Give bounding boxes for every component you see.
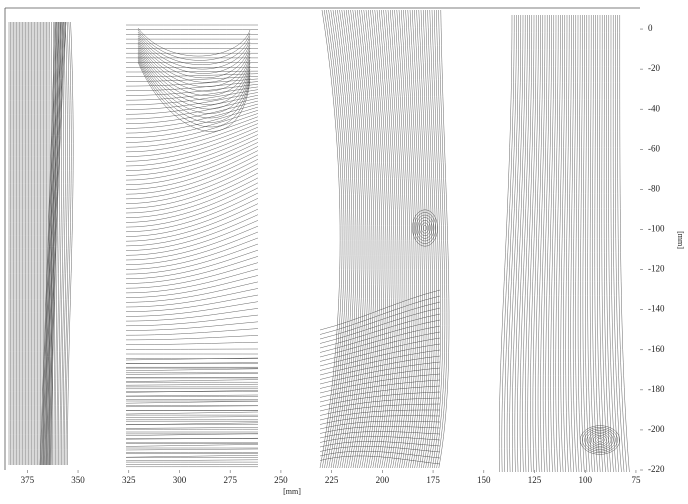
y-tick-label: -220 — [648, 464, 665, 474]
y-tick-label: -120 — [648, 264, 665, 274]
x-axis-label: [mm] — [283, 487, 301, 496]
y-tick-label: -140 — [648, 304, 665, 314]
x-tick-label: 250 — [274, 475, 288, 485]
y-axis-label: [mm] — [676, 231, 685, 249]
x-tick-label: 225 — [325, 475, 339, 485]
y-tick-label: -60 — [648, 143, 660, 153]
chart: [mm] [mm] 375 350 325 300 275 250 225 200 175 150… — [0, 0, 688, 504]
x-tick-label: 175 — [426, 475, 440, 485]
x-tick-label: 125 — [528, 475, 542, 485]
x-tick-label: 75 — [631, 475, 641, 485]
x-tick-label: 300 — [173, 475, 187, 485]
y-tick-label: -80 — [648, 183, 660, 193]
y-tick-label: -160 — [648, 344, 665, 354]
x-tick-label: 200 — [376, 475, 390, 485]
y-tick-label: -200 — [648, 424, 665, 434]
x-tick-label: 275 — [223, 475, 237, 485]
y-tick-label: -20 — [648, 63, 660, 73]
x-tick-label: 100 — [578, 475, 592, 485]
x-tick-label: 150 — [477, 475, 491, 485]
y-tick-label: -100 — [648, 224, 665, 234]
x-tick-label: 350 — [71, 475, 85, 485]
y-tick-label: -40 — [648, 103, 660, 113]
x-tick-label: 325 — [122, 475, 136, 485]
x-tick-label: 375 — [21, 475, 35, 485]
y-tick-label: 0 — [648, 23, 653, 33]
y-tick-label: -180 — [648, 384, 665, 394]
